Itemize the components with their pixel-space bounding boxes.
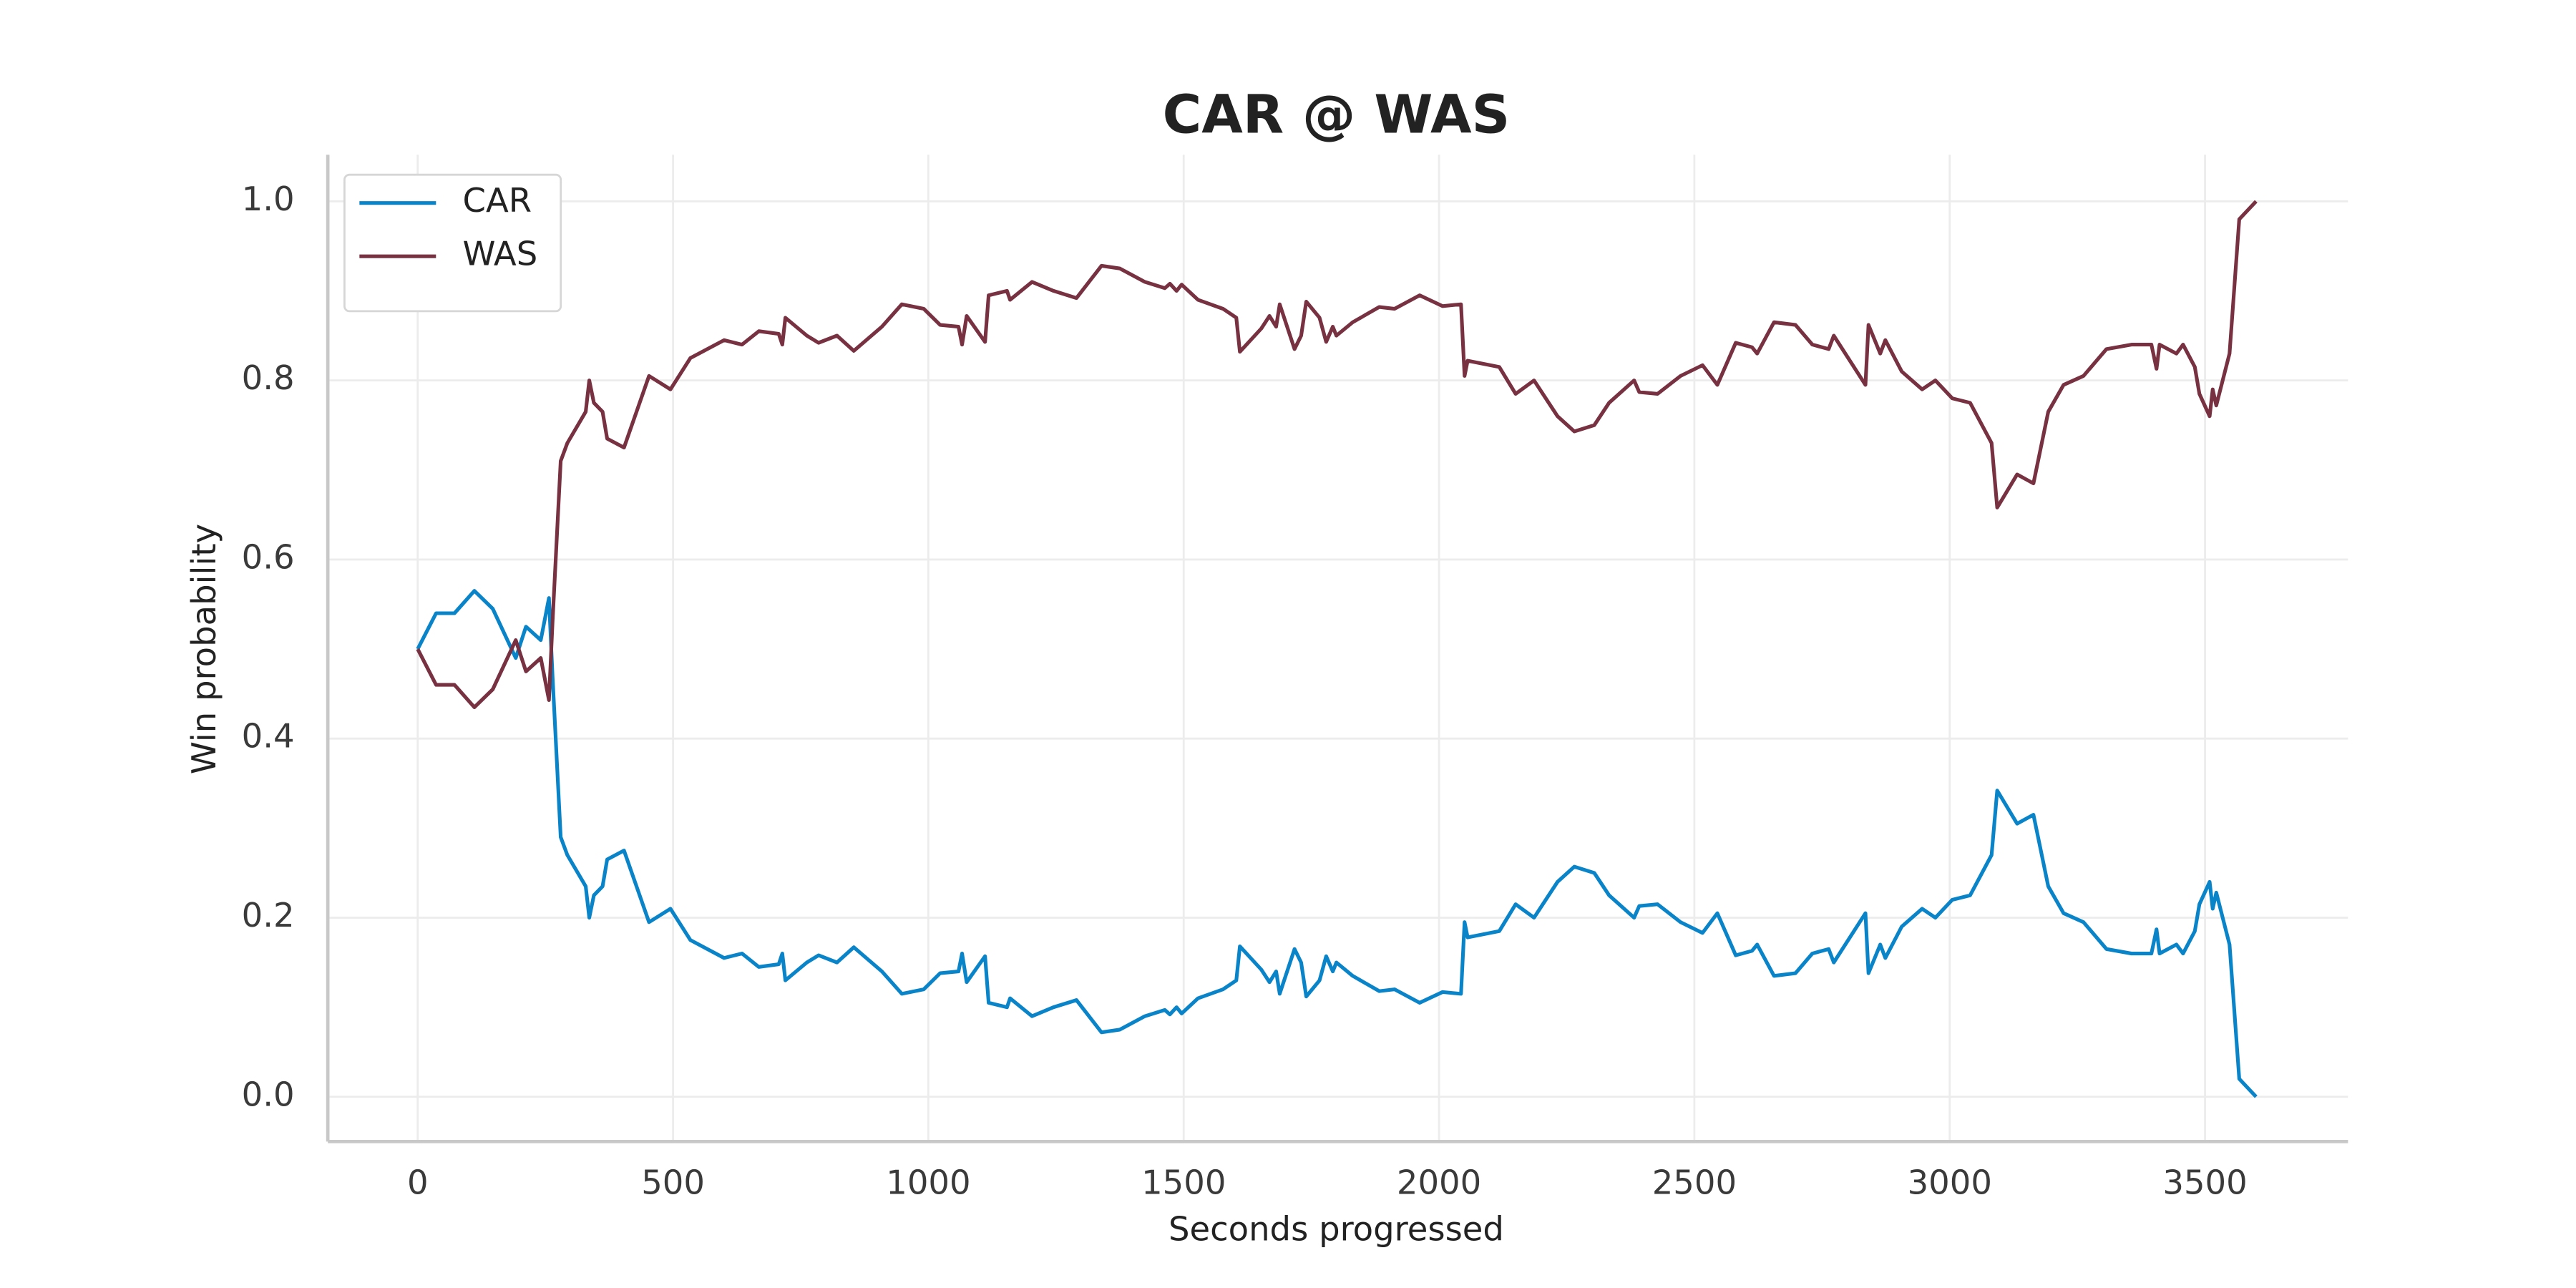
y-tick-label: 0.8 [242, 358, 295, 397]
x-tick-label: 3500 [2162, 1163, 2247, 1201]
y-tick-label: 0.2 [242, 896, 295, 935]
legend-label: WAS [463, 235, 538, 273]
x-tick-label: 500 [641, 1163, 705, 1201]
y-axis-label: Win probability [185, 524, 223, 774]
x-tick-label: 1000 [886, 1163, 970, 1201]
series-line [416, 200, 2258, 709]
y-tick-label: 0.4 [242, 717, 295, 756]
chart-title: CAR @ WAS [1163, 84, 1511, 146]
x-tick-label: 2000 [1397, 1163, 1481, 1201]
legend-label: CAR [463, 181, 532, 220]
x-tick-label: 0 [407, 1163, 429, 1201]
x-tick-label: 3000 [1908, 1163, 1992, 1201]
y-tick-label: 0.6 [242, 537, 295, 576]
legend-box [343, 173, 562, 313]
x-tick-label: 2500 [1652, 1163, 1737, 1201]
y-tick-label: 0.0 [242, 1075, 295, 1113]
x-tick-label: 1500 [1141, 1163, 1226, 1201]
y-tick-label: 1.0 [242, 180, 295, 218]
series-line [416, 589, 2258, 1098]
x-axis-label: Seconds progressed [1169, 1209, 1504, 1248]
